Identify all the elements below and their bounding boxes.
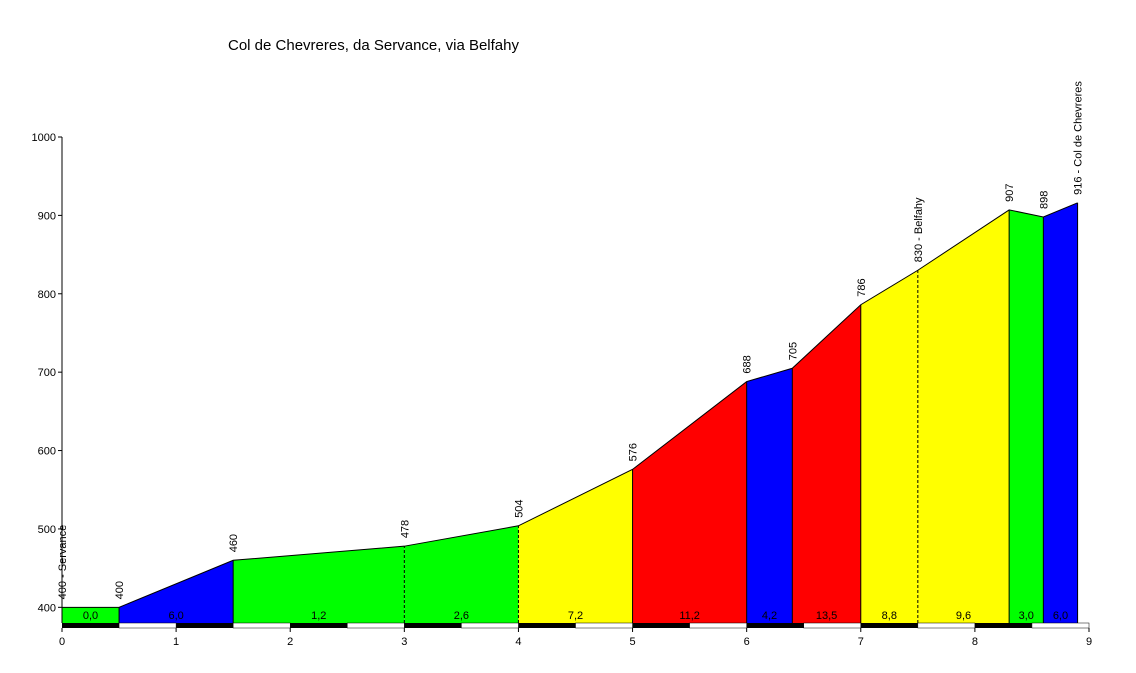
x-bar-light-8 xyxy=(1031,622,1090,629)
profile-outline xyxy=(62,202,1078,608)
gradient-label-9: 9,6 xyxy=(956,610,971,622)
elevation-label-11: 898 xyxy=(1038,191,1050,209)
elevation-label-1: 400 xyxy=(114,581,126,599)
gradient-label-3: 2,6 xyxy=(454,610,469,622)
x-bar-light-6 xyxy=(803,622,862,629)
x-bar-dark-5 xyxy=(632,623,690,628)
x-tick-label-6: 6 xyxy=(744,636,750,648)
elevation-label-4: 504 xyxy=(513,499,525,517)
x-bar-light-0 xyxy=(118,622,177,629)
gradient-label-4: 7,2 xyxy=(568,610,583,622)
x-bar-light-7 xyxy=(917,622,976,629)
y-tick-label-4: 800 xyxy=(38,289,56,301)
elevation-label-3: 478 xyxy=(399,520,411,538)
chart-title: Col de Chevreres, da Servance, via Belfa… xyxy=(228,37,519,54)
x-tick-label-8: 8 xyxy=(972,636,978,648)
x-bar-light-2 xyxy=(347,622,405,629)
elevation-label-9: 830 - Belfahy xyxy=(913,197,925,262)
x-tick-label-5: 5 xyxy=(629,636,635,648)
gradient-label-11: 6,0 xyxy=(1053,610,1068,622)
x-tick-label-7: 7 xyxy=(858,636,864,648)
elevation-label-10: 907 xyxy=(1004,184,1016,202)
x-bar-light-3 xyxy=(461,622,519,629)
y-tick-label-0: 400 xyxy=(38,602,56,614)
x-bar-light-5 xyxy=(689,622,747,629)
elevation-label-6: 688 xyxy=(742,355,754,373)
segment-fill-6 xyxy=(746,368,793,623)
y-tick-label-1: 500 xyxy=(38,524,56,536)
x-bar-dark-4 xyxy=(518,623,576,628)
elevation-labels: 400 - Servance 400 460 478 504 576 688 705 786 83… xyxy=(57,81,1085,600)
segment-fill-7 xyxy=(792,304,861,623)
profile-line xyxy=(62,202,1078,608)
axes: 400 500 600 700 800 900 1000 0 1 2 3 4 5 6 7 8 9 xyxy=(32,132,1093,648)
y-tick-label-5: 900 xyxy=(38,210,56,222)
segment-fill-1 xyxy=(119,560,234,623)
y-tick-label-6: 1000 xyxy=(32,132,56,144)
x-bar-dark-2 xyxy=(290,623,348,628)
segment-fill-3 xyxy=(404,525,519,623)
gradient-label-5: 11,2 xyxy=(679,610,700,622)
gradient-label-10: 3,0 xyxy=(1019,610,1034,622)
x-tick-label-0: 0 xyxy=(59,636,65,648)
x-bar-dark-7 xyxy=(860,623,918,628)
segment-fill-5 xyxy=(632,381,747,623)
x-bar-dark-1 xyxy=(176,623,234,628)
gradient-label-1: 6,0 xyxy=(168,610,183,622)
elevation-label-7: 705 xyxy=(787,342,799,360)
x-bar-light-4 xyxy=(575,622,633,629)
x-tick-label-1: 1 xyxy=(173,636,179,648)
x-bar-light-1 xyxy=(232,622,291,629)
gradient-label-2: 1,2 xyxy=(311,610,326,622)
x-tick-label-2: 2 xyxy=(287,636,293,648)
elevation-label-8: 786 xyxy=(856,278,868,296)
segment-fill-9 xyxy=(917,209,1010,623)
x-bar-dark-0 xyxy=(62,623,120,628)
boundary-lines xyxy=(118,202,1079,623)
x-bar-dark-8 xyxy=(974,623,1032,628)
y-tick-label-3: 700 xyxy=(38,367,56,379)
x-tick-label-4: 4 xyxy=(515,636,521,648)
elevation-label-5: 576 xyxy=(628,443,640,461)
elevation-label-12: 916 - Col de Chevreres xyxy=(1073,81,1085,195)
segment-fill-8 xyxy=(860,270,918,623)
segment-fill-11 xyxy=(1043,202,1078,623)
segment-fill-2 xyxy=(233,546,405,623)
y-tick-label-2: 600 xyxy=(38,446,56,458)
x-tick-label-9: 9 xyxy=(1086,636,1092,648)
segment-fill-4 xyxy=(518,469,633,623)
gradient-label-0: 0,0 xyxy=(83,610,98,622)
gradient-label-6: 4,2 xyxy=(762,610,777,622)
segment-fill-0 xyxy=(62,607,120,623)
x-bar-dark-3 xyxy=(404,623,462,628)
gradient-label-8: 8,8 xyxy=(882,610,897,622)
segment-fills xyxy=(62,202,1078,623)
gradient-label-7: 13,5 xyxy=(816,610,837,622)
x-tick-label-3: 3 xyxy=(401,636,407,648)
segment-fill-10 xyxy=(1009,209,1044,623)
gradient-labels: 0,0 6,0 1,2 2,6 7,2 11,2 4,2 13,5 8,8 9,6 3,0 6,0 xyxy=(83,610,1068,622)
x-bar-dark-6 xyxy=(746,623,804,628)
elevation-label-2: 460 xyxy=(228,534,240,552)
elevation-label-0: 400 - Servance xyxy=(57,525,69,600)
